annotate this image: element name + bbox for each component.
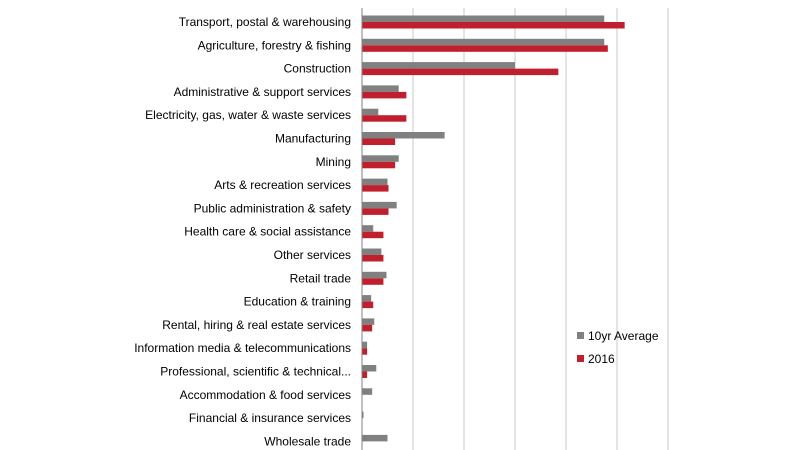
category-label-transport-postal-warehousing: Transport, postal & warehousing [179,15,351,29]
bar-2016-other-services [362,255,384,262]
bar-2016-professional-scientific-technical [362,371,368,378]
category-label-arts-recreation-services: Arts & recreation services [214,178,351,192]
bar-10yr-average-professional-scientific-technical [362,365,377,372]
bar-10yr-average-wholesale-trade [362,434,388,442]
bar-2016-rental-hiring-real-estate-services [362,324,373,332]
bar-2016-construction [362,68,559,76]
legend-label-10yr-average: 10yr Average [588,329,659,343]
legend-swatch-10yr-average [577,332,584,339]
bar-2016-mining [362,161,396,169]
bar-10yr-average-agriculture-forestry-fishing [362,38,605,46]
bar-2016-manufacturing [362,138,396,145]
bar-2016-information-media-telecommunications [362,348,368,355]
category-label-education-training: Education & training [244,295,351,309]
category-label-electricity-gas-water-waste-services: Electricity, gas, water & waste services [145,108,351,122]
category-label-administrative-support-services: Administrative & support services [174,85,351,99]
bar-2016-electricity-gas-water-waste-services [362,115,407,122]
bar-10yr-average-arts-recreation-services [362,178,388,186]
category-label-information-media-telecommunications: Information media & telecommunications [134,341,351,355]
bar-10yr-average-construction [362,62,515,69]
bar-10yr-average-education-training [362,295,372,302]
bar-2016-agriculture-forestry-fishing [362,45,608,52]
legend: 10yr Average 2016 [577,329,659,366]
legend-swatch-2016 [577,355,584,362]
bar-2016-education-training [362,301,374,309]
bar-2016-arts-recreation-services [362,185,389,192]
category-label-health-care-social-assistance: Health care & social assistance [184,225,351,239]
bar-10yr-average-financial-insurance-services [362,411,364,419]
bars [362,15,625,442]
bar-2016-administrative-support-services [362,91,407,99]
bar-2016-public-administration-safety [362,208,389,215]
bar-10yr-average-information-media-telecommunications [362,341,368,349]
bar-10yr-average-rental-hiring-real-estate-services [362,318,375,325]
bar-10yr-average-health-care-social-assistance [362,225,374,232]
category-label-manufacturing: Manufacturing [275,132,351,146]
legend-label-2016: 2016 [588,352,615,366]
gridlines [412,8,669,450]
bar-10yr-average-transport-postal-warehousing [362,15,605,22]
category-label-public-administration-safety: Public administration & safety [194,201,351,215]
category-label-retail-trade: Retail trade [290,271,352,285]
category-label-mining: Mining [316,155,351,169]
category-label-construction: Construction [284,62,351,76]
category-label-agriculture-forestry-fishing: Agriculture, forestry & fishing [198,38,351,52]
category-label-financial-insurance-services: Financial & insurance services [189,411,351,425]
category-label-wholesale-trade: Wholesale trade [264,434,351,448]
bar-10yr-average-manufacturing [362,132,445,139]
bar-10yr-average-other-services [362,248,382,255]
bar-10yr-average-administrative-support-services [362,85,399,92]
bar-10yr-average-accommodation-food-services [362,388,373,395]
bar-10yr-average-electricity-gas-water-waste-services [362,108,379,116]
bar-10yr-average-retail-trade [362,271,387,279]
category-labels: Transport, postal & warehousing Agricultu… [134,15,351,448]
category-label-other-services: Other services [274,248,351,262]
bar-10yr-average-public-administration-safety [362,201,397,209]
bar-2016-retail-trade [362,278,384,285]
category-label-rental-hiring-real-estate-services: Rental, hiring & real estate services [162,318,351,332]
bar-10yr-average-mining [362,155,399,162]
category-label-accommodation-food-services: Accommodation & food services [180,388,351,402]
category-label-professional-scientific-technical: Professional, scientific & technical... [160,365,351,379]
bar-2016-transport-postal-warehousing [362,22,625,29]
bar-2016-health-care-social-assistance [362,231,384,239]
